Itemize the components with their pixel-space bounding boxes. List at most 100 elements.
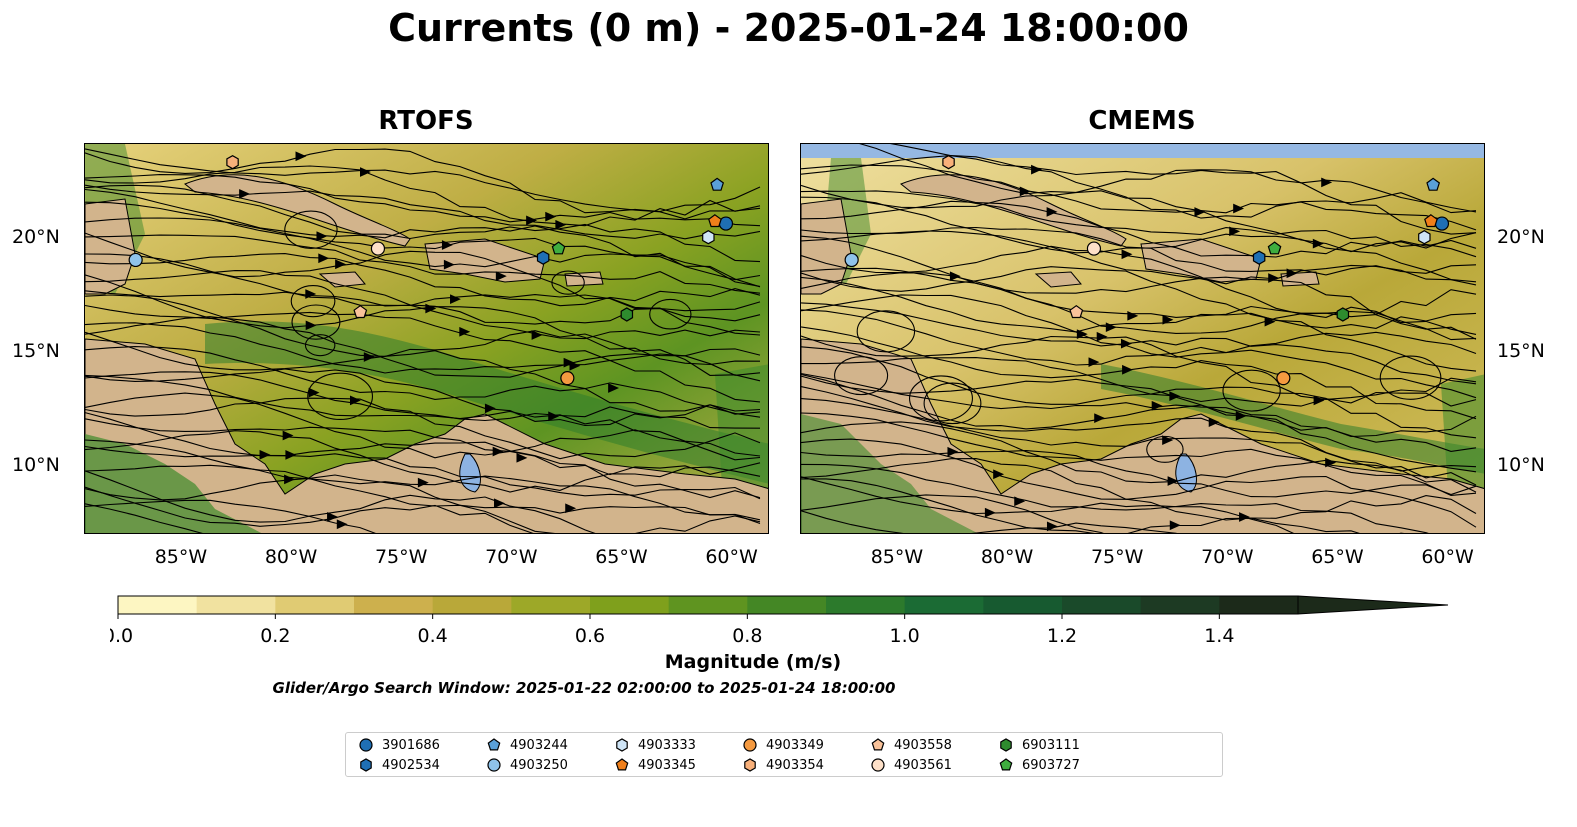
rtofs-map xyxy=(84,143,769,534)
colorbar-segment xyxy=(354,596,434,614)
streamline-arrow xyxy=(259,449,271,460)
streamline-arrow xyxy=(1122,364,1133,375)
streamline xyxy=(801,335,1477,400)
legend-marker xyxy=(487,738,501,751)
land-yucatan xyxy=(85,198,136,295)
streamline xyxy=(801,412,1477,496)
lake-maracaibo xyxy=(1175,453,1197,493)
float-6903111-marker xyxy=(620,307,634,322)
legend-marker xyxy=(487,758,501,772)
streamline xyxy=(85,503,203,533)
legend-label: 3901686 xyxy=(382,737,440,753)
streamline-arrow xyxy=(336,519,348,530)
streamline-arrow xyxy=(1151,400,1163,411)
streamline xyxy=(801,164,1477,231)
lon-tick-label: 65°W xyxy=(1311,546,1364,568)
streamline-arrow xyxy=(495,271,507,282)
legend-item: 4903558 xyxy=(870,737,952,753)
float-4903354-marker xyxy=(226,155,239,170)
lon-tick-label: 80°W xyxy=(980,546,1034,568)
streamline-arrow xyxy=(335,259,347,270)
colorbar-tick-label: 0.2 xyxy=(260,625,290,647)
eddy xyxy=(284,210,338,249)
streamline xyxy=(801,372,1477,452)
streamline xyxy=(801,458,1477,521)
streamline-arrow xyxy=(1120,338,1132,349)
float-4903250-marker xyxy=(128,252,143,268)
cmems-map xyxy=(800,143,1485,534)
lat-tick-label: 15°N xyxy=(12,340,60,363)
streamline-arrow xyxy=(1313,395,1325,406)
streamline xyxy=(801,309,1477,399)
float-4903558-marker xyxy=(353,304,368,319)
legend-marker-icon xyxy=(359,738,373,752)
streamline xyxy=(85,499,376,533)
legend-item: 6903727 xyxy=(998,757,1080,773)
legend-marker-icon xyxy=(744,758,756,772)
streamline-arrow xyxy=(548,411,560,422)
legend-marker xyxy=(744,758,756,772)
colorbar-tick-label: 0.6 xyxy=(575,625,605,647)
lat-tick-label: 10°N xyxy=(1497,453,1545,476)
colorbar-segment xyxy=(275,596,355,614)
streamline-arrow xyxy=(1121,249,1133,260)
streamline-arrow xyxy=(305,289,317,299)
legend-marker xyxy=(615,758,629,771)
lon-tick-label: 65°W xyxy=(595,546,648,568)
streamline-arrow xyxy=(1096,331,1108,342)
streamline-arrow xyxy=(1162,435,1174,445)
streamline-arrow xyxy=(492,446,504,457)
no-data-strip xyxy=(801,144,1484,158)
streamline xyxy=(801,450,1477,498)
lat-tick-label: 20°N xyxy=(1497,226,1545,249)
jet-band xyxy=(1101,364,1484,474)
streamline xyxy=(85,464,761,521)
streamline-arrow xyxy=(516,452,528,463)
streamline xyxy=(801,421,1477,493)
streamline xyxy=(85,316,761,378)
legend-item: 4903345 xyxy=(614,757,696,773)
colorbar-tick-label: 0.4 xyxy=(418,625,448,647)
streamline-arrow xyxy=(363,352,375,362)
eddy xyxy=(1222,369,1281,412)
streamline xyxy=(859,144,1477,235)
streamline-arrow xyxy=(1312,238,1324,249)
streamline xyxy=(85,397,761,460)
streamline xyxy=(801,476,1294,533)
legend-item: 4903244 xyxy=(486,737,568,753)
streamline-arrow xyxy=(316,231,328,242)
colorbar-label: Magnitude (m/s) xyxy=(664,651,842,673)
colorbar-segment xyxy=(196,596,276,614)
legend-item: 4903561 xyxy=(870,757,952,773)
legend-item: 4903333 xyxy=(614,737,696,753)
streamline-arrow xyxy=(1046,521,1058,532)
eddy xyxy=(923,382,982,425)
streamline-arrow xyxy=(494,498,505,509)
streamline xyxy=(85,148,761,220)
streamline xyxy=(801,326,1477,420)
legend-marker xyxy=(359,738,373,752)
colorbar-segment xyxy=(904,596,984,614)
legend-marker-icon xyxy=(615,758,629,771)
streamline-arrow xyxy=(1321,177,1333,188)
streamline-arrow xyxy=(1014,496,1026,507)
eddy xyxy=(649,298,692,330)
streamline-arrow xyxy=(531,330,543,340)
streamline xyxy=(801,226,1477,276)
streamline-arrow xyxy=(450,294,461,305)
streamline xyxy=(85,165,761,227)
float-4903244-marker xyxy=(1426,177,1441,191)
eddy xyxy=(834,356,889,396)
streamline xyxy=(85,331,761,412)
float-6903727-marker xyxy=(551,241,566,255)
streamline-arrow xyxy=(443,259,455,270)
panel-title-cmems: CMEMS xyxy=(1088,106,1196,136)
colorbar-tick-label: 0.8 xyxy=(732,625,762,647)
float-4903349-marker xyxy=(560,371,575,386)
float-4903354-marker xyxy=(942,155,955,170)
streamline-arrow xyxy=(239,189,251,199)
float-4903345-marker xyxy=(1424,214,1438,228)
streamlines xyxy=(801,144,1477,533)
lon-tick-label: 60°W xyxy=(705,546,758,568)
eddy xyxy=(291,304,341,340)
